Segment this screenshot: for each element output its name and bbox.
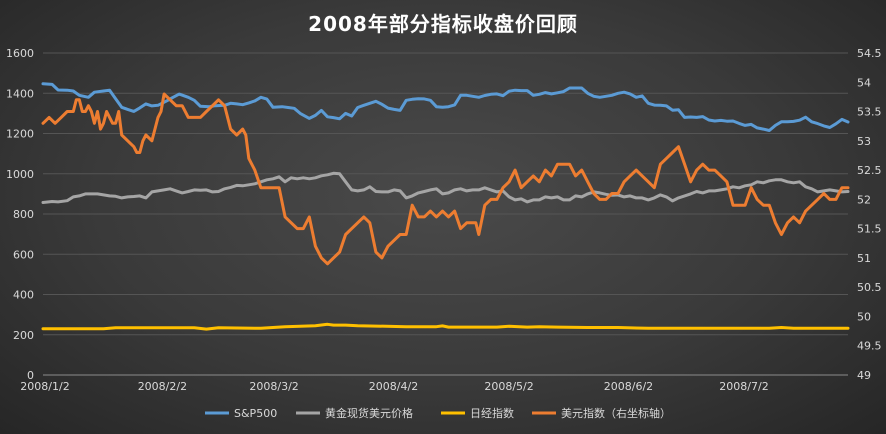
y-right-tick-label: 53 [857,135,871,148]
series-line-usd-index [41,92,850,266]
y-right-tick-label: 52.5 [857,164,882,177]
x-tick-label: 2008/4/2 [369,380,418,393]
y-left-tick-label: 1400 [6,87,34,100]
legend-label: 黄金现货美元价格 [325,406,413,420]
x-tick-label: 2008/7/2 [719,380,768,393]
legend-label: 美元指数（右坐标轴） [561,406,671,420]
x-tick-label: 2008/1/2 [20,380,69,393]
y-left-tick-label: 600 [13,248,34,261]
series-line-nikkei [41,322,850,331]
y-right-tick-label: 53.5 [857,106,882,119]
series-line-gold [41,171,850,204]
y-right-tick-label: 52 [857,193,871,206]
y-left-tick-label: 1200 [6,128,34,141]
x-tick-label: 2008/2/2 [138,380,187,393]
y-right-tick-label: 49 [857,369,871,382]
series-line-sp500 [41,82,850,132]
y-left-tick-label: 1000 [6,168,34,181]
y-left-tick-label: 0 [27,369,34,382]
x-tick-label: 2008/3/2 [249,380,298,393]
y-right-tick-label: 54.5 [857,47,882,60]
legend-label: 日经指数 [470,406,514,420]
y-right-tick-label: 51.5 [857,223,882,236]
y-right-tick-label: 50 [857,310,871,323]
x-tick-label: 2008/5/2 [484,380,533,393]
y-left-tick-label: 800 [13,208,34,221]
y-right-tick-label: 54 [857,76,871,89]
y-right-tick-label: 49.5 [857,340,882,353]
y-left-tick-label: 1600 [6,47,34,60]
y-right-tick-label: 50.5 [857,281,882,294]
y-left-tick-label: 200 [13,329,34,342]
legend-label: S&P500 [234,407,277,420]
y-left-tick-label: 400 [13,289,34,302]
x-tick-label: 2008/6/2 [604,380,653,393]
y-right-tick-label: 51 [857,252,871,265]
chart-title: 2008年部分指标收盘价回顾 [308,12,578,36]
